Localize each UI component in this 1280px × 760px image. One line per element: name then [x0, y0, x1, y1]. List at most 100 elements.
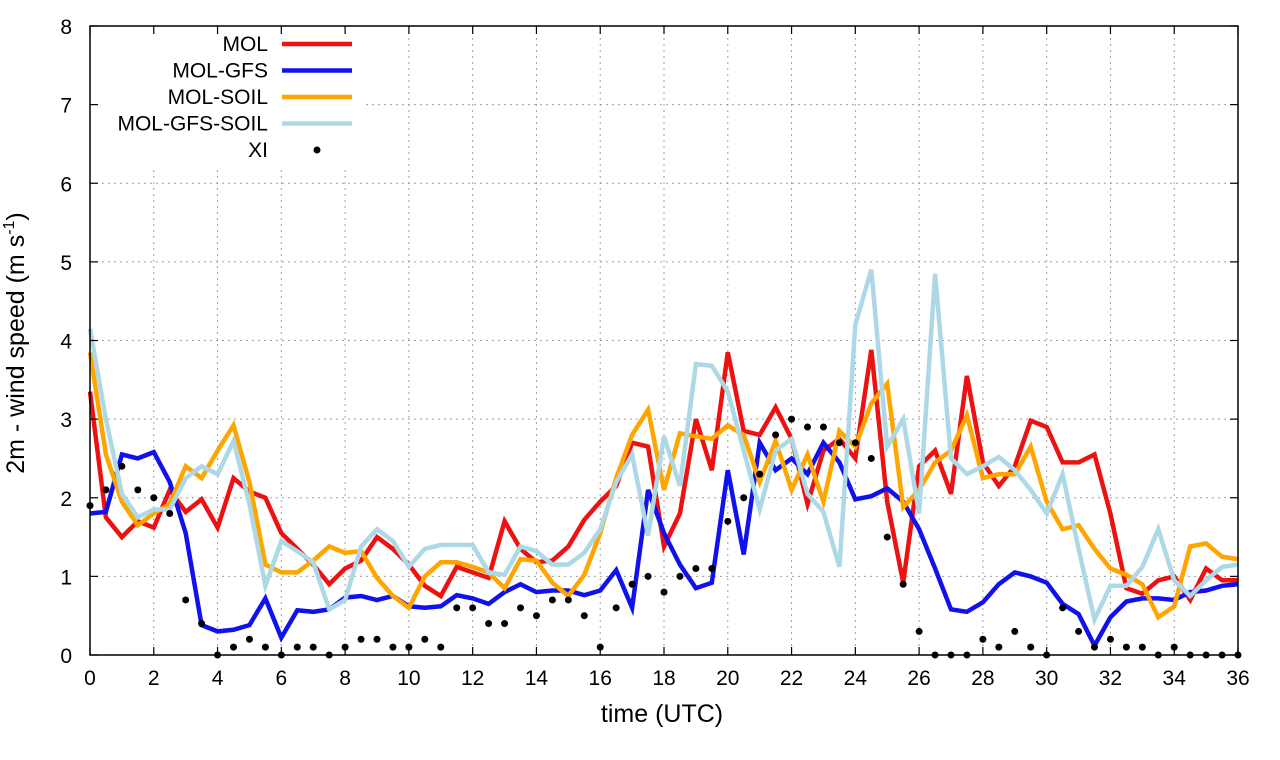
x-axis-label: time (UTC) [601, 700, 723, 728]
data-point-xi [1106, 635, 1114, 643]
data-point-xi [1011, 627, 1019, 635]
data-point-xi [517, 604, 524, 612]
x-tick-label: 2 [148, 667, 160, 690]
y-axis-label: 2m - wind speed (m s-1) [1, 212, 30, 474]
data-point-xi [915, 627, 923, 635]
y-tick-label: 7 [60, 95, 72, 118]
data-point-xi [867, 454, 875, 462]
y-tick-label: 5 [60, 252, 72, 275]
y-tick-label: 0 [60, 645, 72, 668]
data-point-xi [1122, 643, 1130, 651]
x-tick-label: 20 [716, 667, 739, 690]
data-point-xi [166, 509, 174, 517]
data-point-xi [198, 620, 206, 628]
y-tick-label: 1 [60, 566, 72, 589]
data-point-xi [660, 588, 668, 596]
data-point-xi [373, 635, 381, 643]
y-axis-label-superscript: -1 [1, 220, 18, 234]
x-tick-label: 22 [780, 667, 803, 690]
y-axis-tick-labels: 0 1 2 3 4 5 6 7 8 [60, 16, 72, 668]
y-tick-label: 4 [60, 331, 72, 354]
legend: MOL MOL-GFS MOL-SOIL MOL-GFS-SOIL XI [117, 33, 352, 162]
data-point-xi [357, 635, 365, 643]
x-tick-label: 16 [589, 667, 612, 690]
data-point-xi [708, 565, 716, 573]
legend-label: MOL-SOIL [168, 86, 268, 109]
data-point-xi [1075, 627, 1083, 635]
x-tick-label: 36 [1226, 667, 1249, 690]
data-point-xi [979, 635, 987, 643]
data-point-xi [1138, 643, 1146, 651]
data-point-xi [564, 596, 572, 604]
data-point-xi [469, 604, 477, 612]
series-lines [87, 269, 1239, 651]
data-point-xi [612, 604, 620, 612]
data-point-xi [453, 604, 461, 612]
x-tick-label: 12 [461, 667, 484, 690]
data-point-xi [309, 643, 317, 651]
x-tick-label: 28 [971, 667, 994, 690]
data-point-xi [788, 415, 796, 423]
data-point-xi [134, 486, 142, 494]
data-point-xi [532, 612, 540, 620]
data-point-xi [421, 635, 429, 643]
data-point-xi [118, 462, 126, 470]
data-point-xi [261, 643, 269, 651]
legend-label: MOL [222, 33, 268, 56]
x-axis-tick-labels: 0 2 4 6 8 10 12 14 16 18 20 22 24 26 28 30 32 34 36 [84, 667, 1250, 690]
legend-label: MOL-GFS [172, 60, 268, 83]
data-point-xi [1027, 643, 1035, 651]
x-tick-label: 6 [275, 667, 287, 690]
y-axis-label-text: 2m - wind speed (m s [2, 235, 30, 474]
x-tick-label: 32 [1099, 667, 1122, 690]
x-tick-label: 30 [1035, 667, 1058, 690]
data-point-xi [501, 620, 509, 628]
data-point-xi [1091, 643, 1098, 651]
data-point-xi [676, 572, 684, 580]
x-tick-label: 34 [1163, 667, 1187, 690]
series-line-mol-soil [87, 351, 1239, 621]
data-point-xi [851, 439, 859, 447]
x-tick-label: 4 [212, 667, 224, 690]
data-point-xi [772, 431, 780, 439]
y-tick-label: 6 [60, 173, 72, 196]
y-tick-label: 8 [60, 16, 72, 39]
data-point-xi [819, 423, 827, 431]
data-point-xi [293, 643, 301, 651]
legend-label: MOL-GFS-SOIL [117, 113, 268, 136]
data-point-xi [756, 470, 764, 478]
y-tick-label: 3 [60, 409, 72, 432]
x-tick-label: 8 [339, 667, 351, 690]
data-point-xi [182, 596, 190, 604]
x-tick-label: 14 [525, 667, 549, 690]
data-point-xi [835, 439, 843, 447]
data-point-xi [692, 565, 700, 573]
data-point-xi [580, 612, 588, 620]
y-tick-label: 2 [60, 488, 72, 511]
x-tick-label: 0 [84, 667, 96, 690]
series-line-mol [87, 349, 1238, 605]
data-point-xi [230, 643, 237, 651]
x-tick-label: 10 [397, 667, 420, 690]
axis-ticks [89, 25, 1239, 656]
data-point-xi [437, 643, 445, 651]
legend-label: XI [248, 139, 268, 162]
series-line-mol-gfs [89, 435, 1239, 651]
x-tick-label: 24 [844, 667, 868, 690]
data-point-xi [724, 517, 732, 525]
series-line-mol-gfs-soil [87, 269, 1239, 627]
data-point-xi [548, 596, 556, 604]
data-point-xi [628, 580, 636, 588]
data-point-xi [485, 620, 493, 628]
x-tick-label: 26 [907, 667, 930, 690]
data-point-xi [1059, 604, 1067, 612]
data-point-xi [102, 486, 110, 494]
data-point-xi [899, 580, 907, 588]
data-point-xi [883, 533, 891, 541]
data-point-xi [804, 423, 811, 431]
data-point-xi [644, 572, 652, 580]
data-point-xi [995, 643, 1003, 651]
data-point-xi [150, 494, 158, 502]
data-point-xi [740, 494, 748, 502]
